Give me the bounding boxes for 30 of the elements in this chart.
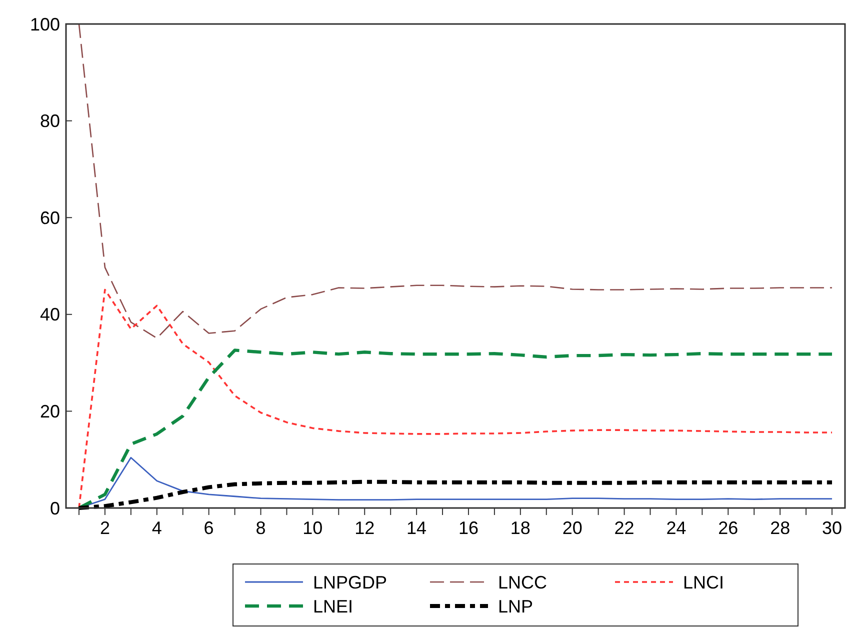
x-tick-label: 4 — [152, 518, 162, 538]
x-tick-label: 28 — [770, 518, 790, 538]
y-tick-label: 40 — [40, 304, 60, 325]
legend-label: LNCI — [683, 572, 724, 592]
y-tick-label: 80 — [40, 111, 60, 132]
legend-label: LNP — [498, 596, 534, 616]
line-series — [78, 288, 833, 509]
legend-label: LNPGDP — [313, 572, 388, 592]
y-tick-label: 20 — [40, 402, 60, 422]
x-tick-label: 16 — [458, 518, 478, 538]
line-series — [77, 348, 834, 510]
legend-label: LNCC — [498, 572, 548, 592]
x-tick-label: 6 — [204, 518, 214, 538]
y-tick-label: 100 — [30, 14, 60, 34]
x-tick-label: 14 — [406, 518, 427, 538]
x-tick-label: 26 — [718, 518, 738, 538]
x-tick-label: 2 — [100, 518, 110, 538]
line-series — [76, 480, 834, 510]
x-tick-label: 30 — [822, 518, 842, 538]
x-tick-label: 8 — [256, 518, 266, 538]
x-tick-label: 10 — [302, 518, 323, 538]
x-tick-label: 12 — [354, 518, 375, 538]
y-tick-label: 0 — [50, 498, 60, 518]
legend-label: LNEI — [313, 596, 354, 616]
x-tick-label: 20 — [562, 518, 582, 538]
x-tick-label: 24 — [666, 518, 686, 538]
x-tick-label: 18 — [510, 518, 530, 538]
line-series — [78, 23, 833, 339]
x-tick-label: 22 — [614, 518, 634, 538]
y-tick-label: 60 — [40, 208, 60, 228]
